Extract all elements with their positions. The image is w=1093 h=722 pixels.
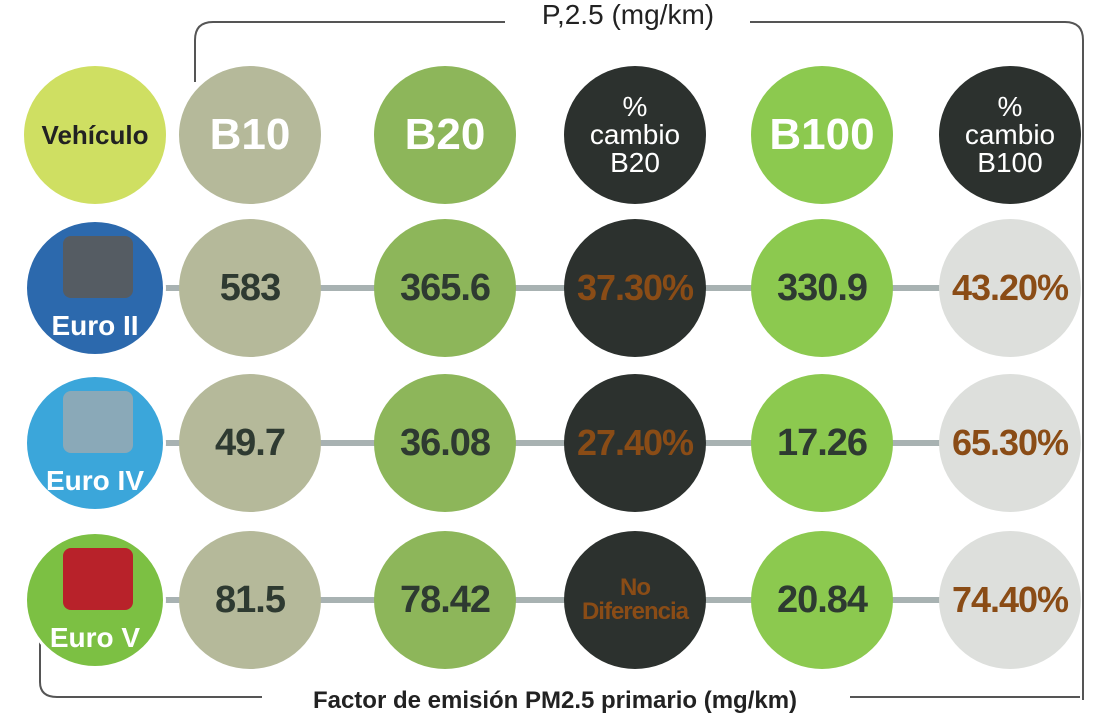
column-header: % cambio B20 [564, 66, 706, 204]
value-cell: 365.6 [374, 219, 516, 357]
infographic: P,2.5 (mg/km) Factor de emisión PM2.5 pr… [0, 0, 1093, 722]
column-header: % cambio B100 [939, 66, 1081, 204]
column-header: B10 [179, 66, 321, 204]
value-cell: 36.08 [374, 374, 516, 512]
engine-icon [63, 548, 133, 610]
percent-cell: 65.30% [939, 374, 1081, 512]
percent-cell: 74.40% [939, 531, 1081, 669]
percent-cell: No Diferencia [564, 531, 706, 669]
top-label: P,2.5 (mg/km) [542, 0, 714, 30]
percent-cell: 37.30% [564, 219, 706, 357]
vehicle-label: Euro II [51, 312, 138, 340]
vehicle: Euro IV [24, 374, 166, 512]
percent-cell: 43.20% [939, 219, 1081, 357]
bottom-label: Factor de emisión PM2.5 primario (mg/km) [313, 687, 797, 714]
column-header: B100 [751, 66, 893, 204]
value-cell: 81.5 [179, 531, 321, 669]
value-cell: 583 [179, 219, 321, 357]
percent-cell: 27.40% [564, 374, 706, 512]
column-header: B20 [374, 66, 516, 204]
vehicle-label: Euro V [50, 624, 140, 652]
value-cell: 17.26 [751, 374, 893, 512]
value-cell: 330.9 [751, 219, 893, 357]
engine-icon [63, 391, 133, 453]
value-cell: 20.84 [751, 531, 893, 669]
engine-icon [63, 236, 133, 298]
value-cell: 78.42 [374, 531, 516, 669]
column-header: Vehículo [24, 66, 166, 204]
vehicle: Euro V [24, 531, 166, 669]
vehicle: Euro II [24, 219, 166, 357]
vehicle-label: Euro IV [46, 467, 144, 495]
value-cell: 49.7 [179, 374, 321, 512]
